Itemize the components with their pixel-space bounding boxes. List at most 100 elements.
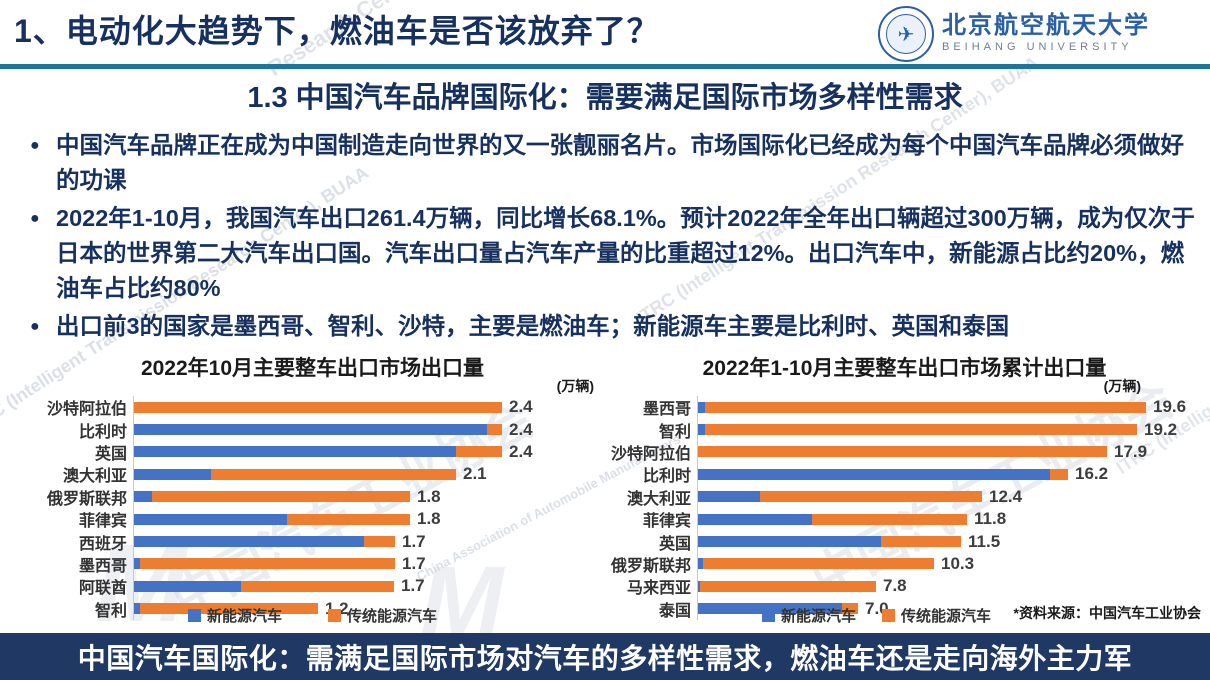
- bar-segment: [140, 603, 318, 615]
- bar-segment: [703, 558, 934, 570]
- bar-segment: [698, 536, 881, 548]
- category-label: 俄罗斯联邦: [46, 490, 127, 508]
- chart-title: 2022年10月主要整车出口市场出口量: [140, 357, 485, 380]
- value-label: 17.9: [1114, 441, 1148, 461]
- chart-unit-label: (万辆): [556, 378, 594, 394]
- category-label: 马来西亚: [626, 580, 691, 598]
- chart-row: 智利 19.2: [602, 418, 1207, 441]
- bar-segment: [211, 468, 456, 480]
- bar-stack: 2.4: [133, 396, 600, 419]
- value-label: 2.4: [509, 397, 533, 417]
- chart-row: 墨西哥 1.7: [25, 552, 600, 576]
- chart-row: 澳大利亚 12.4: [602, 485, 1207, 508]
- legend-swatch-orange: [882, 609, 896, 622]
- chart-row: 俄罗斯联邦 1.8: [25, 485, 600, 508]
- value-label: 1.7: [401, 576, 425, 596]
- category-label: 阿联酋: [78, 580, 127, 598]
- bar-segment: [134, 580, 241, 592]
- category-label: 英国: [658, 535, 691, 553]
- chart-rows: 墨西哥 19.6 智利 19.2 沙特阿拉伯 17.9 比利时 16.2 澳大利亚 12.4 菲律宾…: [602, 396, 1207, 620]
- bar-stack: 17.9: [697, 440, 1207, 464]
- bar-stack: 2.1: [133, 463, 600, 486]
- value-label: 2.4: [509, 441, 533, 461]
- chart-row: 澳大利亚 2.1: [25, 463, 600, 486]
- legend-item-nev: 新能源汽车: [762, 605, 856, 626]
- bar-segment: [698, 446, 1107, 458]
- category-label: 比利时: [642, 468, 691, 486]
- legend-item-ice: 传统能源汽车: [328, 605, 437, 626]
- bar-stack: 16.2: [697, 463, 1207, 486]
- category-label: 智利: [94, 602, 127, 620]
- bar-segment: [705, 401, 1146, 413]
- bar-segment: [140, 558, 395, 570]
- category-label: 比利时: [78, 423, 127, 441]
- value-label: 2.4: [509, 419, 533, 439]
- legend-item-nev: 新能源汽车: [187, 605, 282, 626]
- bar-stack: 1.8: [133, 485, 600, 508]
- legend-item-ice: 传统能源汽车: [882, 605, 991, 626]
- category-label: 澳大利亚: [626, 490, 691, 508]
- bullet-icon: ●: [30, 210, 40, 227]
- chart-rows: 沙特阿拉伯 2.4 比利时 2.4 英国 2.4 澳大利亚 2.1 俄罗斯联邦 1.8 菲律宾 1.8…: [25, 396, 600, 620]
- legend-swatch-blue: [762, 609, 775, 622]
- chart-row: 菲律宾 1.8: [25, 507, 600, 531]
- bar-segment: [134, 424, 487, 436]
- bar-segment: [698, 401, 705, 413]
- bar-segment: [134, 603, 140, 615]
- chart-row: 俄罗斯联邦 10.3: [602, 552, 1207, 576]
- value-label: 2.1: [463, 464, 487, 484]
- category-label: 西班牙: [78, 535, 127, 553]
- category-label: 沙特阿拉伯: [610, 445, 691, 463]
- legend-swatch-blue: [187, 609, 201, 622]
- chart-legend: 新能源汽车 传统能源汽车: [602, 605, 1207, 626]
- bar-stack: 2.4: [133, 418, 600, 441]
- value-label: 1.8: [417, 486, 441, 506]
- bar-segment: [456, 446, 502, 458]
- value-label: 11.8: [974, 509, 1007, 529]
- value-label: 10.3: [941, 553, 975, 573]
- bar-segment: [760, 491, 982, 503]
- bullet-list: ● 中国汽车品牌正在成为中国制造走向世界的又一张靓丽名片。市场国际化已经成为每个…: [30, 128, 1195, 347]
- category-label: 智利: [658, 423, 691, 441]
- bar-segment: [698, 580, 700, 592]
- bar-segment: [134, 446, 456, 458]
- chart-october-exports: 2022年10月主要整车出口市场出口量 (万辆) 沙特阿拉伯 2.4 比利时 2.4 英…: [25, 350, 600, 628]
- page-title: 1、电动化大趋势下，燃油车是否该放弃了？: [14, 13, 660, 49]
- university-name-en: BEIHANG UNIVERSITY: [942, 41, 1133, 54]
- bar-stack: 19.6: [697, 396, 1207, 419]
- bar-stack: 1.7: [133, 552, 600, 576]
- bullet-item: ● 2022年1-10月，我国汽车出口261.4万辆，同比增长68.1%。预计2…: [30, 201, 1195, 306]
- source-note: *资料来源：中国汽车工业协会: [1013, 605, 1201, 621]
- bar-segment: [698, 424, 705, 436]
- bullet-text: 2022年1-10月，我国汽车出口261.4万辆，同比增长68.1%。预计202…: [56, 205, 1195, 301]
- bar-segment: [152, 491, 410, 503]
- bullet-text: 中国汽车品牌正在成为中国制造走向世界的又一张靓丽名片。市场国际化已经成为每个中国…: [56, 132, 1184, 193]
- bar-segment: [241, 580, 394, 592]
- footer-banner: 中国汽车国际化：需满足国际市场对汽车的多样性需求，燃油车还是走向海外主力军: [0, 633, 1210, 680]
- chart-row: 阿联酋 1.7: [25, 575, 600, 598]
- legend-swatch-orange: [328, 609, 341, 622]
- value-label: 1.8: [417, 509, 441, 529]
- bar-segment: [134, 401, 502, 413]
- chart-row: 沙特阿拉伯 2.4: [25, 396, 600, 419]
- bar-stack: 1.7: [133, 530, 600, 553]
- bar-stack: 2.4: [133, 440, 600, 464]
- bar-stack: 19.2: [697, 418, 1207, 441]
- legend-label: 新能源汽车: [206, 608, 282, 625]
- category-label: 菲律宾: [642, 513, 691, 531]
- bar-segment: [1050, 468, 1068, 480]
- category-label: 菲律宾: [78, 513, 127, 531]
- bar-segment: [698, 603, 842, 615]
- bar-segment: [698, 468, 1050, 480]
- chart-row: 菲律宾 11.8: [602, 507, 1207, 531]
- value-label: 11.5: [968, 531, 1001, 551]
- bar-stack: 11.8: [697, 507, 1207, 531]
- chart-row: 墨西哥 19.6: [602, 396, 1207, 419]
- bar-segment: [487, 424, 502, 436]
- bullet-item: ● 出口前3的国家是墨西哥、智利、沙特，主要是燃油车；新能源车主要是比利时、英国…: [30, 309, 1195, 344]
- category-label: 英国: [94, 445, 127, 463]
- bar-segment: [698, 513, 812, 525]
- value-label: 1.7: [402, 531, 426, 551]
- bullet-item: ● 中国汽车品牌正在成为中国制造走向世界的又一张靓丽名片。市场国际化已经成为每个…: [30, 128, 1195, 198]
